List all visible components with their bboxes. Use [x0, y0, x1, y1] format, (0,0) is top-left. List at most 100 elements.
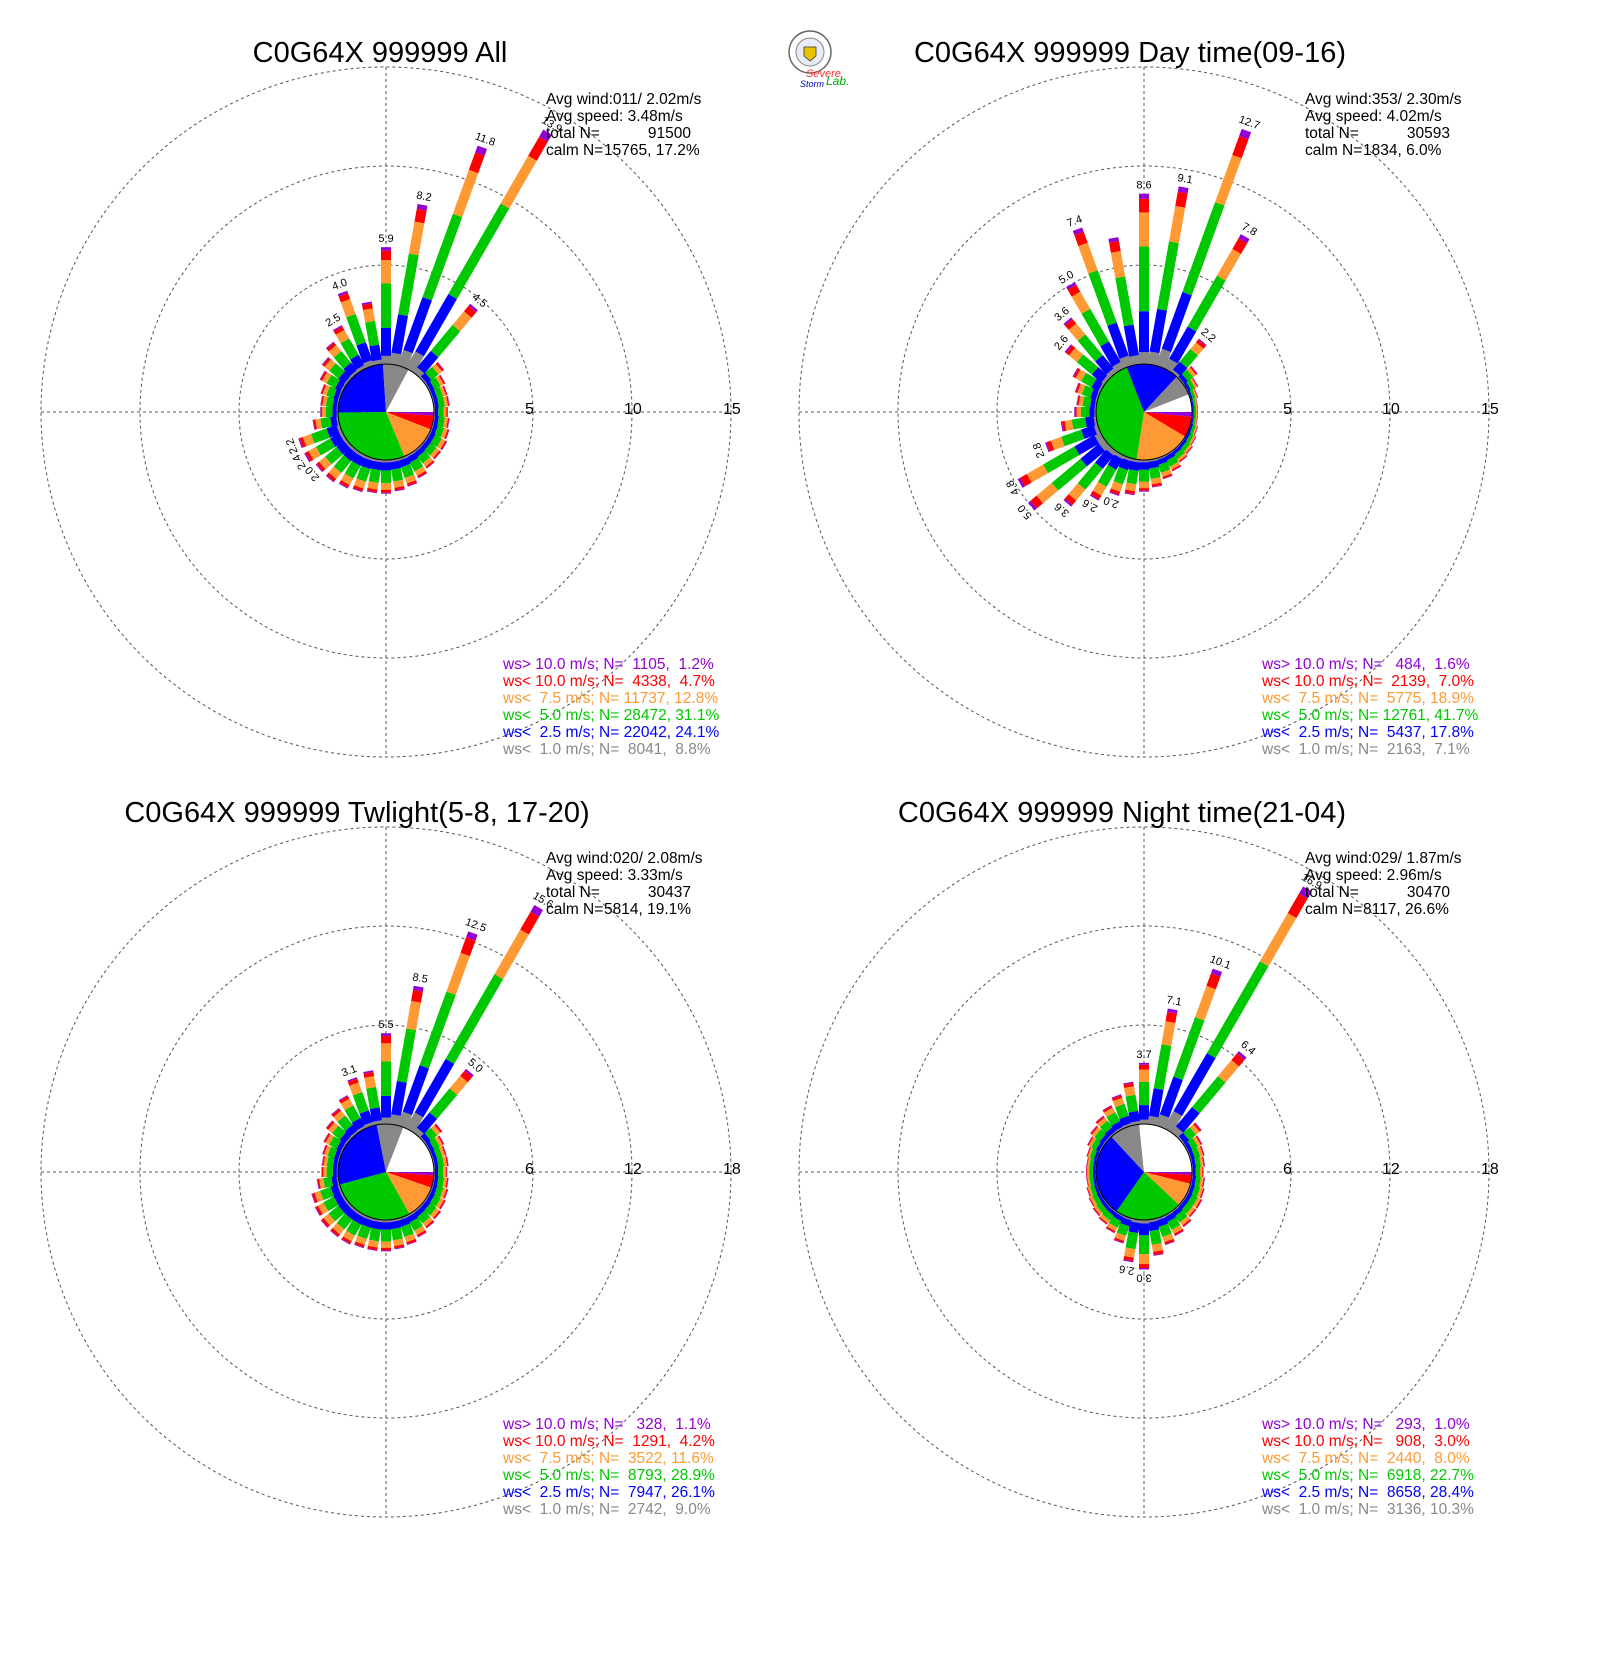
- bar-segment-ws_lt_10: [1201, 1156, 1205, 1167]
- bar-segment-ws_lt_5: [325, 396, 335, 408]
- bar-segment-ws_lt_7_5: [408, 221, 425, 256]
- bar-segment-ws_lt_7_5: [434, 1136, 443, 1147]
- bar-segment-ws_lt_1: [1147, 351, 1160, 366]
- bar-segment-ws_lt_2_5: [1191, 1158, 1197, 1169]
- calm-n-value: 15765, 17.2%: [604, 142, 700, 159]
- bar-segment-ws_gt_10: [1167, 1008, 1178, 1014]
- bar-segment-ws_gt_10: [1086, 1157, 1089, 1167]
- bar-segment-ws_lt_10: [1194, 388, 1199, 398]
- bar-segment-ws_gt_10: [330, 1230, 339, 1238]
- radial-tick-label: 10: [624, 401, 642, 418]
- direction-bars: [1017, 128, 1252, 511]
- bar-segment-ws_lt_5: [346, 313, 366, 346]
- bar-segment-ws_lt_10: [433, 450, 441, 460]
- bar-segment-ws_lt_7_5: [443, 407, 447, 417]
- bar-segment-ws_lt_7_5: [432, 363, 443, 375]
- bar-segment-ws_lt_2_5: [1096, 1192, 1105, 1203]
- bar-segment-ws_lt_5: [368, 1227, 381, 1242]
- bar-segment-ws_gt_10: [1072, 367, 1079, 377]
- bar-segment-ws_lt_5: [1181, 369, 1194, 382]
- bar-segment-ws_lt_10: [1114, 1237, 1125, 1243]
- bar-segment-ws_lt_7_5: [430, 1125, 441, 1136]
- legend-item-ws_lt_2_5: ws< 2.5 m/s; N= 7947, 26.1%: [502, 1484, 715, 1501]
- bar-segment-ws_lt_1: [397, 349, 413, 369]
- bar-segment-ws_lt_7_5: [1192, 1197, 1201, 1208]
- bar-segment-ws_lt_7_5: [322, 384, 330, 396]
- bar-segment-ws_lt_5: [310, 428, 330, 444]
- bar-segment-ws_lt_7_5: [1114, 1232, 1127, 1241]
- bar-segment-ws_lt_10: [322, 1155, 326, 1167]
- bar-segment-ws_lt_2_5: [1147, 460, 1159, 469]
- pie-slice-ws_lt_10: [1144, 412, 1192, 437]
- bar-segment-ws_lt_2_5: [381, 1222, 391, 1230]
- bar-segment-ws_lt_5: [1148, 466, 1161, 479]
- bar-segment-ws_lt_7_5: [1151, 1243, 1163, 1252]
- bar-segment-ws_lt_2_5: [1192, 407, 1194, 417]
- bar-segment-ws_lt_5: [1192, 1076, 1226, 1114]
- bar-segment-ws_lt_7_5: [1150, 477, 1162, 485]
- legend: ws> 10.0 m/s; N= 1105, 1.2%ws< 10.0 m/s;…: [502, 656, 719, 758]
- bar-segment-ws_lt_1: [1130, 1218, 1141, 1224]
- bar-segment-ws_lt_2_5: [433, 1175, 439, 1187]
- bar-segment-ws_lt_7_5: [1194, 416, 1198, 427]
- bar-segment-ws_lt_1: [389, 352, 402, 366]
- bar-segment-ws_lt_10: [463, 305, 477, 318]
- bar-segment-ws_lt_2_5: [1187, 390, 1194, 401]
- bar-segment-ws_gt_10: [337, 290, 349, 297]
- bar-segment-ws_lt_7_5: [1139, 481, 1149, 489]
- logo-emblem: [803, 46, 817, 62]
- bar-segment-ws_lt_5: [1139, 469, 1149, 482]
- bar-segment-ws_lt_2_5: [332, 397, 339, 409]
- bar-segment-ws_lt_7_5: [1215, 154, 1242, 206]
- bar-segment-ws_lt_10: [441, 1145, 447, 1156]
- bar-segment-ws_lt_10: [438, 375, 446, 385]
- bar-segment-ws_lt_5: [1061, 429, 1085, 447]
- total-n-label: total N=: [1305, 125, 1359, 142]
- bar-segment-ws_lt_10: [1206, 973, 1221, 990]
- bar-segment-ws_gt_10: [438, 1135, 445, 1145]
- bar-segment-ws_lt_1: [1106, 368, 1117, 379]
- bar-segment-ws_lt_5: [1126, 469, 1139, 485]
- calm-n-label: calm N=: [546, 901, 603, 918]
- legend-item-ws_lt_7_5: ws< 7.5 m/s; N= 5775, 18.9%: [1261, 690, 1474, 707]
- bar-segment-ws_lt_1: [344, 375, 353, 385]
- direction-bars: [1086, 886, 1312, 1270]
- bar-segment-ws_lt_10: [1067, 284, 1081, 297]
- bar-segment-ws_lt_5: [429, 377, 441, 390]
- bar-segment-ws_lt_7_5: [367, 481, 379, 490]
- bar-value-label: 2.0: [1102, 494, 1120, 511]
- bar-segment-ws_lt_7_5: [323, 1167, 327, 1177]
- bar-segment-ws_lt_2_5: [1184, 1141, 1193, 1152]
- bar-segment-ws_gt_10: [320, 407, 321, 417]
- bar-segment-ws_lt_7_5: [1075, 369, 1087, 382]
- bar-segment-ws_lt_2_5: [1149, 308, 1167, 354]
- bar-segment-ws_lt_1: [362, 359, 375, 369]
- bar-segment-ws_lt_2_5: [1106, 1206, 1117, 1216]
- bar-segment-ws_lt_2_5: [1074, 434, 1100, 456]
- bar-segment-ws_lt_7_5: [1190, 378, 1198, 389]
- bar-segment-ws_lt_1: [1177, 376, 1185, 385]
- avg-speed-text: Avg speed: 3.33m/s: [546, 867, 683, 884]
- bar-segment-ws_lt_5: [323, 1196, 339, 1212]
- bar-segment-ws_lt_2_5: [330, 433, 345, 448]
- bar-segment-ws_lt_7_5: [1196, 407, 1198, 417]
- bar-segment-ws_lt_7_5: [1089, 1196, 1098, 1207]
- bar-segment-ws_lt_10: [1185, 445, 1193, 455]
- bar-segment-ws_lt_2_5: [1084, 415, 1096, 428]
- bar-segment-ws_gt_10: [381, 1250, 391, 1252]
- bar-segment-ws_lt_2_5: [1091, 378, 1104, 392]
- bar-segment-ws_lt_1: [372, 458, 383, 463]
- bar-segment-ws_lt_10: [1190, 436, 1197, 446]
- bar-segment-ws_lt_10: [1189, 366, 1198, 375]
- bar-segment-ws_lt_2_5: [1147, 1220, 1160, 1232]
- legend-item-ws_lt_1: ws< 1.0 m/s; N= 2163, 7.1%: [1261, 741, 1470, 758]
- bar-segment-ws_lt_2_5: [345, 1124, 358, 1137]
- grid-circle: [798, 66, 1490, 758]
- bar-segment-ws_lt_2_5: [1187, 423, 1194, 434]
- bar-segment-ws_lt_5: [1089, 1184, 1098, 1196]
- bar-segment-ws_lt_7_5: [1139, 1254, 1149, 1265]
- bar-segment-ws_gt_10: [413, 985, 424, 992]
- bar-segment-ws_lt_1: [1108, 1205, 1117, 1213]
- bar-segment-ws_lt_1: [1098, 382, 1105, 393]
- bar-segment-ws_lt_1: [1155, 455, 1166, 461]
